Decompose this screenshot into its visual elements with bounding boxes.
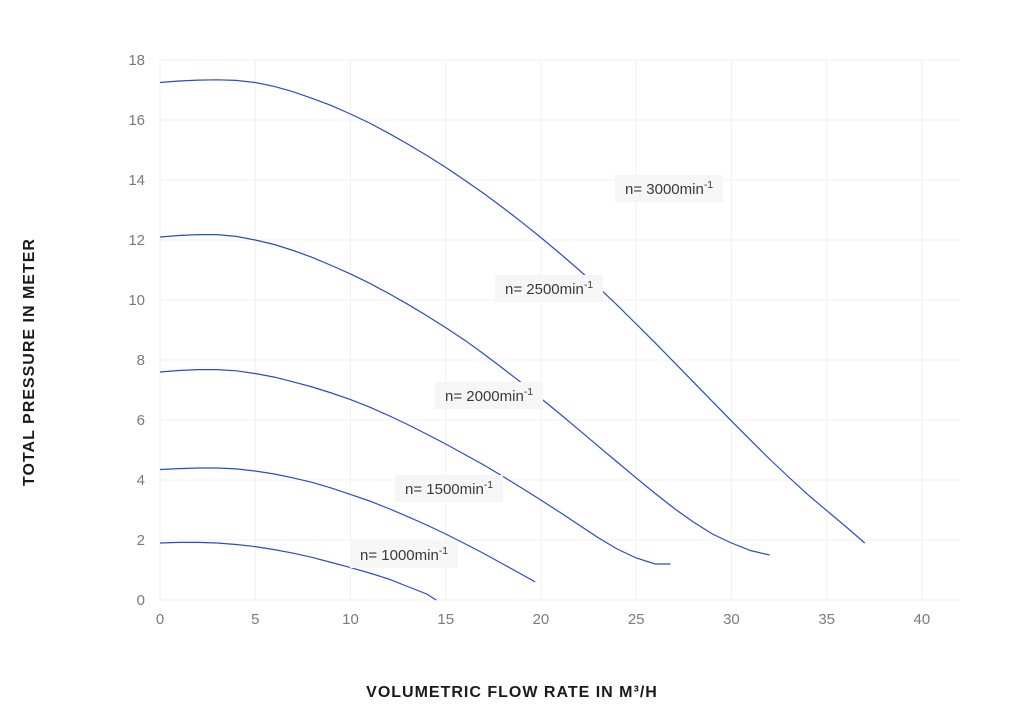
svg-text:30: 30	[723, 611, 740, 628]
svg-text:10: 10	[128, 292, 145, 309]
svg-text:10: 10	[342, 611, 359, 628]
series-label-2500: n= 2500min-1	[495, 275, 603, 302]
svg-text:6: 6	[137, 412, 145, 429]
svg-text:35: 35	[818, 611, 835, 628]
svg-text:0: 0	[156, 611, 164, 628]
svg-text:0: 0	[137, 592, 145, 609]
svg-text:14: 14	[128, 172, 145, 189]
svg-text:20: 20	[533, 611, 550, 628]
series-label-1500: n= 1500min-1	[395, 475, 503, 502]
svg-text:2: 2	[137, 532, 145, 549]
svg-text:25: 25	[628, 611, 645, 628]
svg-text:5: 5	[251, 611, 259, 628]
svg-text:18: 18	[128, 52, 145, 69]
chart-svg: 0510152025303540024681012141618	[160, 60, 960, 600]
x-axis-label: VOLUMETRIC FLOW RATE IN M³/H	[0, 684, 1024, 702]
svg-text:15: 15	[437, 611, 454, 628]
svg-text:8: 8	[137, 352, 145, 369]
svg-text:12: 12	[128, 232, 145, 249]
series-label-1000: n= 1000min-1	[350, 541, 458, 568]
plot-area: 0510152025303540024681012141618	[160, 60, 960, 600]
pump-curve-chart: TOTAL PRESSURE IN METER VOLUMETRIC FLOW …	[0, 0, 1024, 724]
svg-text:4: 4	[137, 472, 145, 489]
series-label-2000: n= 2000min-1	[435, 382, 543, 409]
series-label-3000: n= 3000min-1	[615, 175, 723, 202]
y-axis-label: TOTAL PRESSURE IN METER	[21, 238, 39, 486]
svg-text:16: 16	[128, 112, 145, 129]
svg-text:40: 40	[914, 611, 931, 628]
